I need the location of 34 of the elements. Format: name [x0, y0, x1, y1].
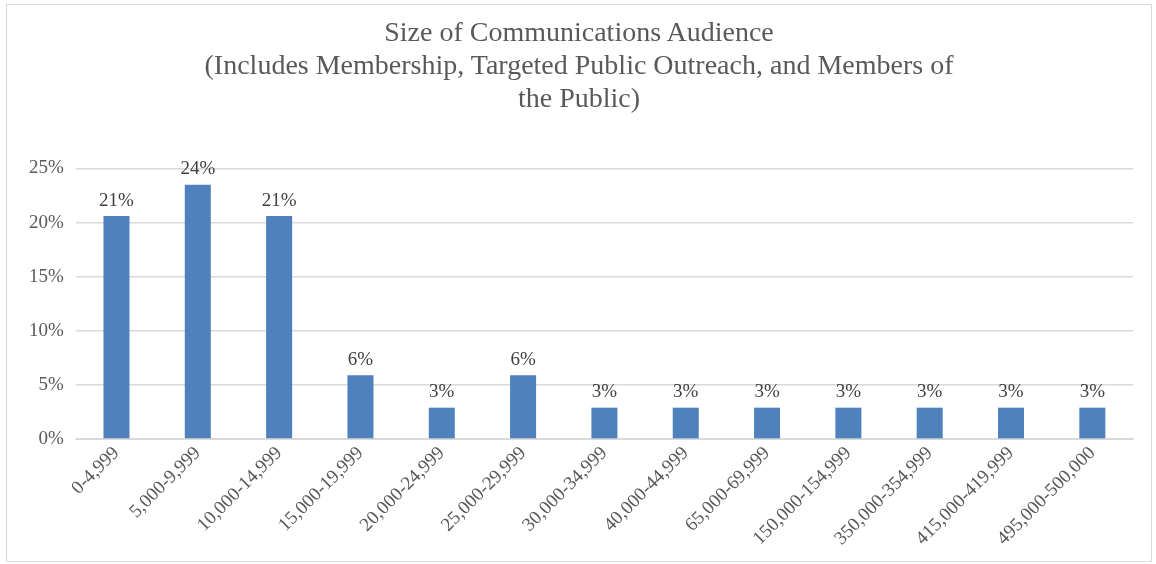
- y-tick-label: 0%: [38, 427, 64, 449]
- data-label: 3%: [429, 380, 455, 402]
- bar: [266, 216, 293, 439]
- data-label: 6%: [347, 347, 374, 369]
- bar: [510, 375, 537, 439]
- bar: [1079, 407, 1106, 439]
- bar: [672, 407, 699, 439]
- bar: [998, 407, 1025, 439]
- bar: [184, 184, 211, 439]
- data-label: 21%: [261, 188, 297, 210]
- data-label: 3%: [917, 380, 943, 402]
- data-label: 3%: [835, 380, 862, 402]
- bar: [347, 375, 374, 439]
- chart-title: Size of Communications Audience: [383, 15, 775, 48]
- data-label: 3%: [673, 380, 699, 402]
- bar: [835, 407, 862, 439]
- data-label: 3%: [1079, 380, 1106, 402]
- y-tick-label: 20%: [29, 210, 64, 232]
- data-label: 6%: [510, 347, 536, 369]
- bar: [428, 407, 455, 439]
- bar: [916, 407, 943, 439]
- data-label: 3%: [591, 380, 618, 402]
- bar: [754, 407, 781, 439]
- y-tick-label: 10%: [29, 318, 64, 340]
- data-label: 21%: [99, 188, 135, 210]
- y-tick-label: 15%: [29, 264, 64, 286]
- chart-subtitle: (Includes Membership, Targeted Public Outreach, and Members of the Public): [203, 48, 955, 114]
- data-label: 3%: [754, 380, 780, 402]
- y-tick-label: 25%: [29, 156, 64, 178]
- y-tick-label: 5%: [38, 372, 64, 394]
- data-label: 3%: [998, 380, 1024, 402]
- bar: [103, 216, 130, 439]
- bar: [591, 407, 618, 439]
- data-label: 24%: [180, 157, 216, 179]
